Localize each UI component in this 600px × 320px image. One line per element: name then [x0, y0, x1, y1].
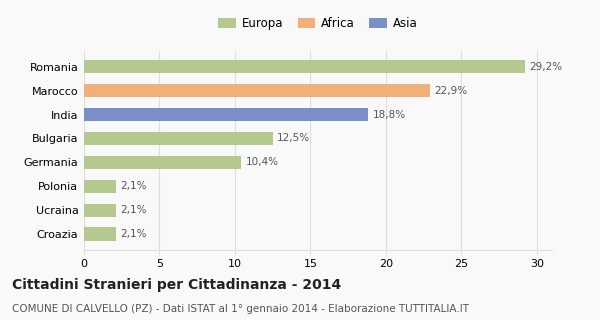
Text: 29,2%: 29,2% — [529, 62, 562, 72]
Text: 2,1%: 2,1% — [120, 229, 147, 239]
Bar — [84, 60, 525, 73]
Bar — [84, 228, 116, 241]
Bar — [84, 204, 116, 217]
Bar — [84, 132, 273, 145]
Text: Cittadini Stranieri per Cittadinanza - 2014: Cittadini Stranieri per Cittadinanza - 2… — [12, 278, 341, 292]
Bar — [84, 180, 116, 193]
Bar — [84, 108, 368, 121]
Legend: Europa, Africa, Asia: Europa, Africa, Asia — [215, 13, 421, 34]
Text: 12,5%: 12,5% — [277, 133, 310, 143]
Text: 10,4%: 10,4% — [245, 157, 278, 167]
Bar — [84, 156, 241, 169]
Text: 18,8%: 18,8% — [373, 109, 406, 120]
Text: COMUNE DI CALVELLO (PZ) - Dati ISTAT al 1° gennaio 2014 - Elaborazione TUTTITALI: COMUNE DI CALVELLO (PZ) - Dati ISTAT al … — [12, 304, 469, 314]
Text: 2,1%: 2,1% — [120, 205, 147, 215]
Text: 2,1%: 2,1% — [120, 181, 147, 191]
Bar — [84, 84, 430, 97]
Text: 22,9%: 22,9% — [434, 86, 467, 96]
